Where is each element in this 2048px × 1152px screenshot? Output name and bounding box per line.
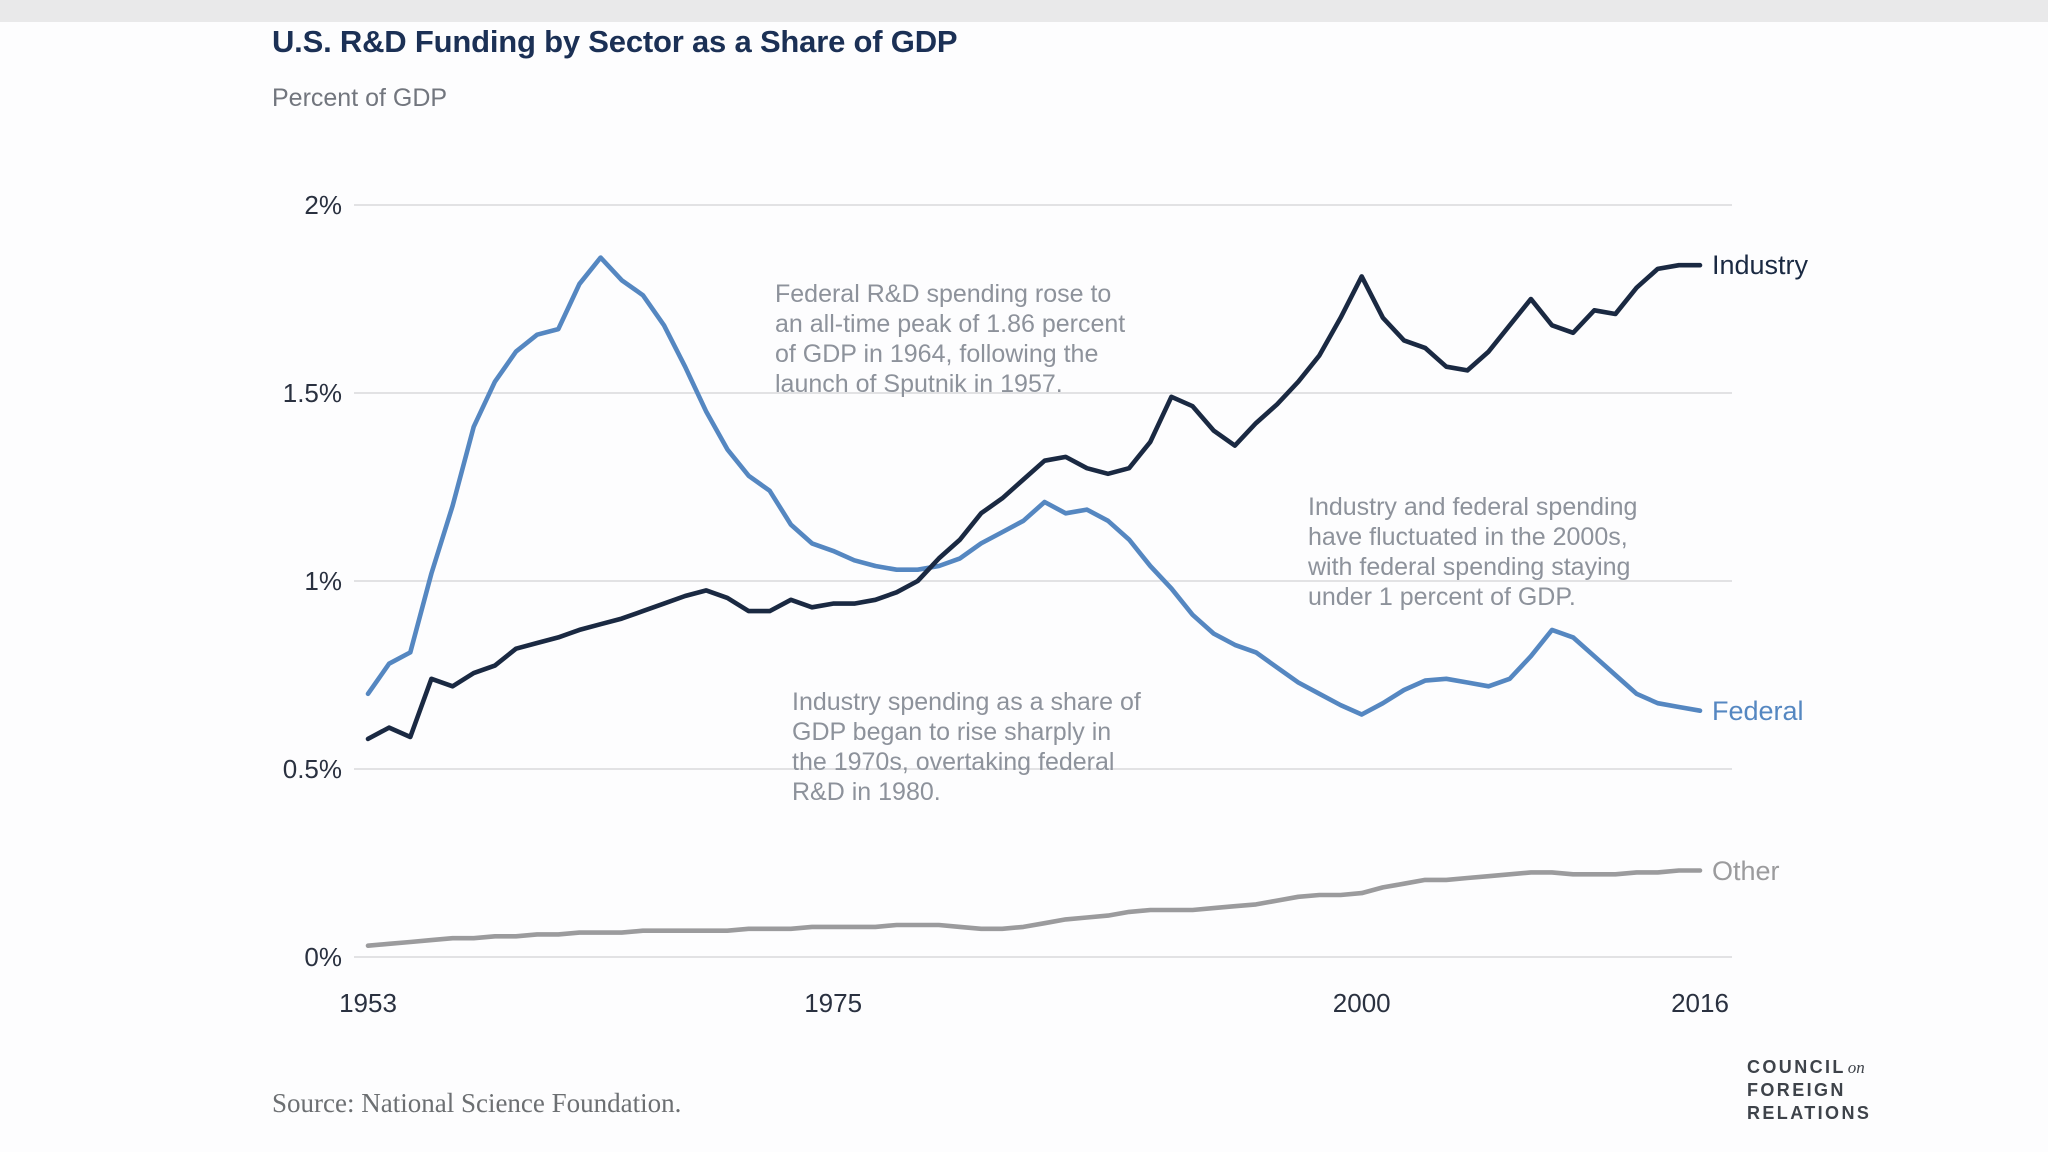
cfr-logo-on: on (1847, 1058, 1865, 1077)
annotation-line: with federal spending staying (1308, 553, 1631, 581)
annotation-line: R&D in 1980. (792, 778, 941, 806)
y-axis-tick-label: 2% (304, 190, 342, 220)
annotation-line: have fluctuated in the 2000s, (1308, 523, 1628, 551)
y-axis-tick-label: 0.5% (282, 754, 342, 784)
series-label-federal: Federal (1712, 695, 1804, 726)
x-axis-tick-label: 1953 (339, 988, 397, 1018)
cfr-logo-line1: COUNCIL on (1747, 1057, 1865, 1077)
source-note: Source: National Science Foundation. (272, 1088, 682, 1118)
cfr-logo-line3: RELATIONS (1747, 1103, 1872, 1123)
series-line-other (365, 868, 1703, 949)
annotation-2000s-fluctuation: Industry and federal spending have fluct… (1308, 492, 1708, 612)
cfr-logo: COUNCIL on FOREIGN RELATIONS (1747, 1056, 1967, 1125)
annotation-line: an all-time peak of 1.86 percent (775, 310, 1126, 338)
x-axis-tick-label: 1975 (804, 988, 863, 1018)
y-axis-tick-label: 1.5% (282, 378, 342, 408)
y-axis-tick-label: 1% (304, 566, 342, 596)
series-label-industry: Industry (1712, 250, 1809, 281)
annotation-industry-rise: Industry spending as a share of GDP bega… (792, 687, 1202, 807)
annotation-line: of GDP in 1964, following the (775, 340, 1099, 368)
cfr-logo-line2: FOREIGN (1747, 1080, 1846, 1100)
series-label-other: Other (1712, 855, 1780, 886)
annotation-line: Federal R&D spending rose to (775, 280, 1112, 308)
chart-title: U.S. R&D Funding by Sector as a Share of… (272, 24, 958, 59)
y-axis-tick-label: 0% (304, 942, 342, 972)
series-line-federal (365, 255, 1703, 717)
annotation-line: Industry spending as a share of (792, 688, 1141, 716)
x-axis-tick-label: 2016 (1671, 988, 1729, 1018)
annotation-line: Industry and federal spending (1308, 493, 1638, 521)
annotation-line: GDP began to rise sharply in (792, 718, 1112, 746)
series-line-industry (365, 262, 1703, 742)
annotation-line: launch of Sputnik in 1957. (775, 370, 1063, 398)
x-axis-tick-label: 2000 (1332, 988, 1391, 1018)
annotation-federal-peak: Federal R&D spending rose to an all-time… (775, 279, 1175, 399)
chart-subtitle: Percent of GDP (272, 84, 448, 112)
annotation-line: under 1 percent of GDP. (1308, 583, 1576, 611)
top-border-strip (0, 0, 2048, 22)
annotation-line: the 1970s, overtaking federal (792, 748, 1115, 776)
